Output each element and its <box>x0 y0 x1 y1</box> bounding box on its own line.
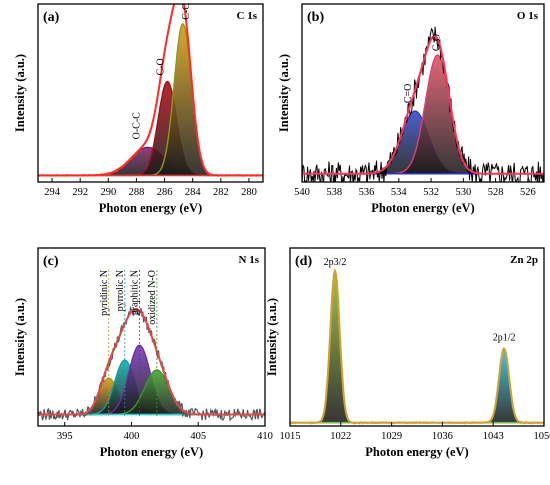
peak-area <box>302 55 544 174</box>
peak-area <box>38 378 265 415</box>
x-tick-label: 294 <box>44 187 61 198</box>
panel-a: 294 292 290 288 286 284 282 280 Photon energy (e… <box>13 3 264 215</box>
x-tick-label: 1015 <box>280 431 301 442</box>
x-tick-label: 1022 <box>330 431 351 442</box>
x-tick-label: 395 <box>57 431 73 442</box>
y-axis-label: Intensity (a.u.) <box>265 298 279 376</box>
x-tick-label: 286 <box>157 187 173 198</box>
x-tick-label: 282 <box>213 187 229 198</box>
x-tick-label: 410 <box>257 431 273 442</box>
panel-b: 540 538 536 534 532 530 528 526 Photon energy (e… <box>277 3 545 215</box>
panel-title: N 1s <box>239 254 260 266</box>
x-axis-label: Photon energy (eV) <box>100 445 203 459</box>
panel-title: Zn 2p <box>510 254 538 266</box>
y-axis-label: Intensity (a.u.) <box>277 54 291 132</box>
x-axis-label: Photon energy (eV) <box>365 445 468 459</box>
peak-label: pyrrolic N <box>115 270 126 311</box>
x-tick-label: 1050 <box>534 431 550 442</box>
panel-label: (d) <box>295 254 312 269</box>
x-tick-label: 1036 <box>432 431 453 442</box>
x-tick-label: 292 <box>72 187 88 198</box>
x-tick-label: 538 <box>326 187 342 198</box>
panel-c: 395 400 405 410 Photon energy (eV) Intensity … <box>13 247 273 459</box>
fit-envelope <box>38 308 265 416</box>
x-axis-label: Photon energy (eV) <box>371 201 474 215</box>
peak-label: graphitic N <box>129 270 140 315</box>
peak-label: C-O <box>432 34 443 51</box>
fit-envelope <box>290 267 544 424</box>
raw-data-line <box>302 26 544 182</box>
panel-label: (c) <box>43 254 59 269</box>
x-tick-label: 530 <box>455 187 471 198</box>
peak-label: 2p3/2 <box>324 257 347 268</box>
peak-label: C-C <box>181 3 192 20</box>
panel-title: O 1s <box>517 10 539 22</box>
x-tick-label: 540 <box>294 187 310 198</box>
plot-frame <box>289 247 545 427</box>
peak-label: pyridinic N <box>99 270 110 316</box>
x-tick-label: 532 <box>423 187 439 198</box>
x-tick-label: 290 <box>100 187 116 198</box>
y-axis-label: Intensity (a.u.) <box>13 298 27 376</box>
x-tick-label: 1029 <box>381 431 402 442</box>
peak-label: O-C-C <box>132 112 143 140</box>
x-tick-label: 284 <box>185 187 202 198</box>
peak-label: oxidized N-O <box>147 270 158 325</box>
x-tick-label: 536 <box>359 187 375 198</box>
x-tick-label: 280 <box>241 187 257 198</box>
x-tick-label: 526 <box>520 187 536 198</box>
x-tick-label: 528 <box>488 187 504 198</box>
plot-frame <box>37 3 264 183</box>
panel-title: C 1s <box>237 10 258 22</box>
panel-label: (b) <box>307 10 324 25</box>
peak-area <box>38 370 265 415</box>
peak-label: C-O <box>155 58 166 75</box>
x-tick-label: 1043 <box>483 431 504 442</box>
y-axis-label: Intensity (a.u.) <box>13 54 27 132</box>
x-tick-label: 534 <box>391 187 408 198</box>
x-tick-label: 405 <box>190 431 206 442</box>
fit-envelope <box>38 4 263 177</box>
panel-d: 1015 1022 1029 1036 1043 1050 Photon energy (e… <box>265 247 550 459</box>
panel-label: (a) <box>43 10 60 25</box>
plot-frame <box>301 3 545 183</box>
plot-frame <box>37 247 266 427</box>
x-axis-label: Photon energy (eV) <box>99 201 202 215</box>
peak-label: C=O <box>403 84 414 104</box>
x-tick-label: 288 <box>129 187 145 198</box>
peak-label: 2p1/2 <box>493 333 516 344</box>
fit-envelope <box>302 35 544 175</box>
x-tick-label: 400 <box>124 431 140 442</box>
